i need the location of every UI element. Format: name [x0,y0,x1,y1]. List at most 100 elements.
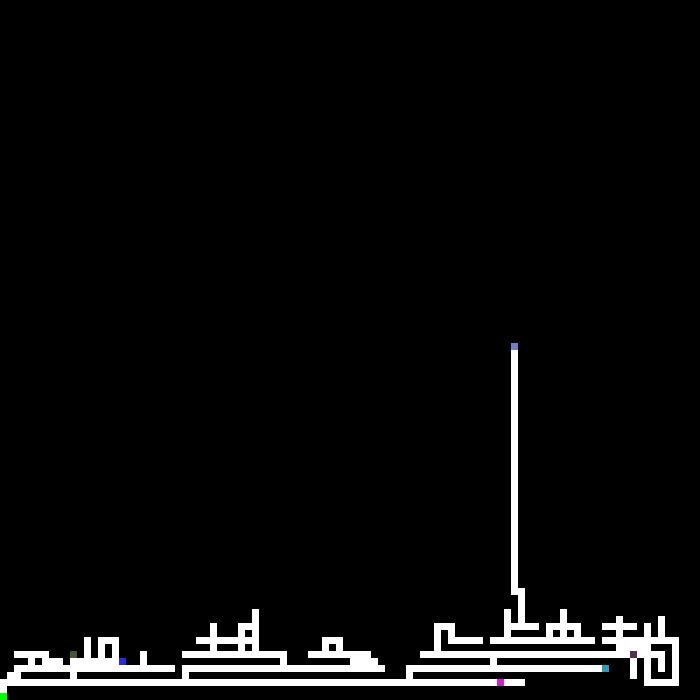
path-cell [672,651,679,658]
path-cell [504,616,511,623]
path-cell [133,679,140,686]
path-cell [490,658,497,665]
path-cell [238,637,245,644]
path-cell [105,679,112,686]
path-cell [511,518,518,525]
path-cell [336,644,343,651]
path-cell [448,665,455,672]
path-cell [420,679,427,686]
path-cell [483,679,490,686]
path-cell [609,623,616,630]
path-cell [630,637,637,644]
path-cell [511,651,518,658]
path-cell [658,665,665,672]
path-cell [490,651,497,658]
path-cell [518,665,525,672]
path-cell [28,658,35,665]
path-cell [434,665,441,672]
path-cell [49,665,56,672]
path-cell [364,651,371,658]
path-cell [91,658,98,665]
path-cell [112,637,119,644]
path-cell [63,679,70,686]
path-cell [616,644,623,651]
path-cell [546,637,553,644]
path-cell [196,679,203,686]
path-cell [532,637,539,644]
path-cell [210,623,217,630]
path-cell [301,679,308,686]
path-cell [329,637,336,644]
path-cell [140,679,147,686]
path-cell [504,623,511,630]
path-cell [644,672,651,679]
path-cell [511,483,518,490]
path-cell [504,651,511,658]
path-cell [434,623,441,630]
path-cell [238,665,245,672]
path-cell [539,665,546,672]
path-cell [252,665,259,672]
path-cell [511,588,518,595]
path-cell [35,651,42,658]
path-cell [84,644,91,651]
path-cell [343,679,350,686]
path-cell [245,651,252,658]
path-cell [560,651,567,658]
path-cell [315,679,322,686]
path-cell [672,637,679,644]
path-cell [518,609,525,616]
path-cell [609,651,616,658]
path-cell [175,679,182,686]
path-cell [42,658,49,665]
path-cell [644,623,651,630]
path-cell [273,679,280,686]
path-cell [637,637,644,644]
path-cell [0,686,7,693]
path-cell [616,623,623,630]
path-cell [644,658,651,665]
path-cell [252,679,259,686]
path-cell [14,665,21,672]
path-cell [0,679,7,686]
path-cell [182,672,189,679]
path-cell [441,665,448,672]
path-cell [511,385,518,392]
path-cell [637,644,644,651]
path-cell [371,665,378,672]
path-cell [658,637,665,644]
path-cell [252,609,259,616]
path-cell [105,665,112,672]
path-cell [511,490,518,497]
path-cell [112,665,119,672]
path-cell [98,665,105,672]
path-cell [455,637,462,644]
path-cell [329,665,336,672]
path-cell [469,679,476,686]
path-cell [350,658,357,665]
path-cell [280,679,287,686]
path-cell [112,679,119,686]
path-cell [252,623,259,630]
path-cell [77,658,84,665]
path-cell [588,637,595,644]
path-cell [420,665,427,672]
path-cell [672,644,679,651]
path-cell [182,679,189,686]
path-cell [511,574,518,581]
path-cell [84,658,91,665]
path-cell [343,651,350,658]
path-cell [511,553,518,560]
path-cell [84,665,91,672]
path-cell [126,679,133,686]
path-cell [532,665,539,672]
path-cell [28,651,35,658]
path-cell [567,637,574,644]
path-cell [245,679,252,686]
path-cell [511,357,518,364]
path-cell [483,651,490,658]
path-cell [511,441,518,448]
path-cell [7,672,14,679]
path-cell [252,630,259,637]
